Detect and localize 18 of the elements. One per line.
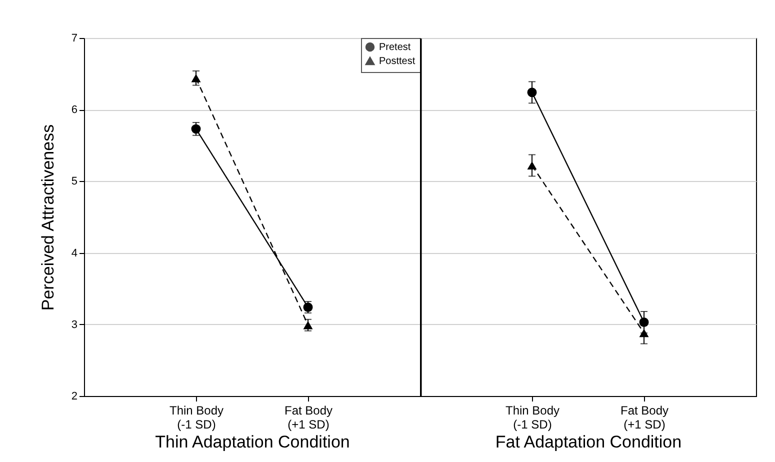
x-tick-label: Thin Body (-1 SD) [505, 404, 560, 432]
y-tick-label: 7 [71, 32, 78, 44]
point [527, 88, 537, 98]
x-tick-label: Fat Body (+1 SD) [284, 404, 333, 432]
x-tick-label: Fat Body (+1 SD) [620, 404, 669, 432]
y-tick-label: 5 [71, 176, 78, 188]
x-tick-label: Thin Body (-1 SD) [169, 404, 224, 432]
y-axis-title: Perceived Attractiveness [38, 124, 58, 311]
y-tick-label: 6 [71, 104, 78, 116]
point [191, 124, 201, 134]
x-axis-title: Thin Adaptation Condition [155, 432, 350, 452]
legend-label: Pretest [379, 42, 411, 53]
y-tick-label: 3 [71, 318, 78, 331]
legend-label: Posttest [379, 56, 416, 67]
point [639, 318, 649, 327]
y-tick-label: 4 [71, 247, 78, 260]
x-axis-title: Fat Adaptation Condition [495, 432, 682, 452]
y-tick-label: 2 [71, 390, 78, 402]
